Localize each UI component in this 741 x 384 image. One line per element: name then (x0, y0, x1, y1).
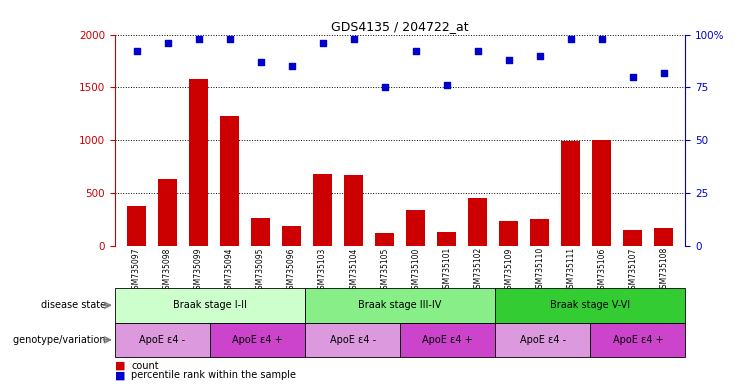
Bar (499, 222, 518, 246)
Point (162, 40, 173, 46)
Bar (495, 288, 685, 323)
Text: ■: ■ (115, 370, 129, 380)
Text: ApoE ε4 -: ApoE ε4 - (139, 335, 185, 345)
Text: ApoE ε4 +: ApoE ε4 + (232, 335, 283, 345)
Bar (531, 219, 549, 246)
Point (565, 36, 576, 42)
Point (193, 36, 205, 42)
Text: disease state: disease state (41, 300, 109, 310)
Bar (406, 210, 425, 246)
Bar (305, 288, 495, 323)
Bar (592, 140, 611, 246)
Bar (220, 116, 239, 246)
Point (534, 53, 545, 59)
Bar (562, 141, 580, 246)
Point (658, 70, 670, 76)
Text: ApoE ε4 +: ApoE ε4 + (422, 335, 473, 345)
Point (379, 84, 391, 91)
Bar (282, 226, 301, 246)
Text: ApoE ε4 -: ApoE ε4 - (330, 335, 376, 345)
Point (502, 57, 514, 63)
Bar (127, 206, 146, 246)
Text: ■: ■ (115, 361, 129, 371)
Bar (437, 232, 456, 246)
Text: Braak stage I-II: Braak stage I-II (173, 300, 247, 310)
Point (224, 36, 236, 42)
Bar (591, 323, 685, 357)
Bar (623, 230, 642, 246)
Bar (210, 323, 305, 357)
Point (627, 74, 639, 80)
Point (410, 48, 422, 55)
Point (316, 40, 328, 46)
Point (348, 36, 359, 42)
Point (255, 59, 267, 65)
Point (441, 82, 453, 88)
Text: count: count (131, 361, 159, 371)
Bar (313, 174, 332, 246)
Bar (115, 288, 305, 323)
Point (596, 36, 608, 42)
Point (286, 63, 298, 70)
Bar (115, 323, 210, 357)
Bar (495, 323, 591, 357)
Bar (251, 218, 270, 246)
Bar (305, 323, 400, 357)
Title: GDS4135 / 204722_at: GDS4135 / 204722_at (331, 20, 469, 33)
Bar (376, 233, 394, 246)
Bar (345, 175, 363, 246)
Text: genotype/variation: genotype/variation (13, 335, 109, 345)
Text: ApoE ε4 +: ApoE ε4 + (613, 335, 663, 345)
Point (472, 48, 484, 55)
Text: ApoE ε4 -: ApoE ε4 - (519, 335, 566, 345)
Point (130, 48, 142, 55)
Bar (654, 228, 673, 246)
Bar (189, 79, 208, 246)
Bar (159, 179, 177, 246)
Bar (400, 323, 495, 357)
Text: Braak stage V-VI: Braak stage V-VI (551, 300, 631, 310)
Text: percentile rank within the sample: percentile rank within the sample (131, 370, 296, 380)
Text: Braak stage III-IV: Braak stage III-IV (359, 300, 442, 310)
Bar (468, 198, 487, 246)
